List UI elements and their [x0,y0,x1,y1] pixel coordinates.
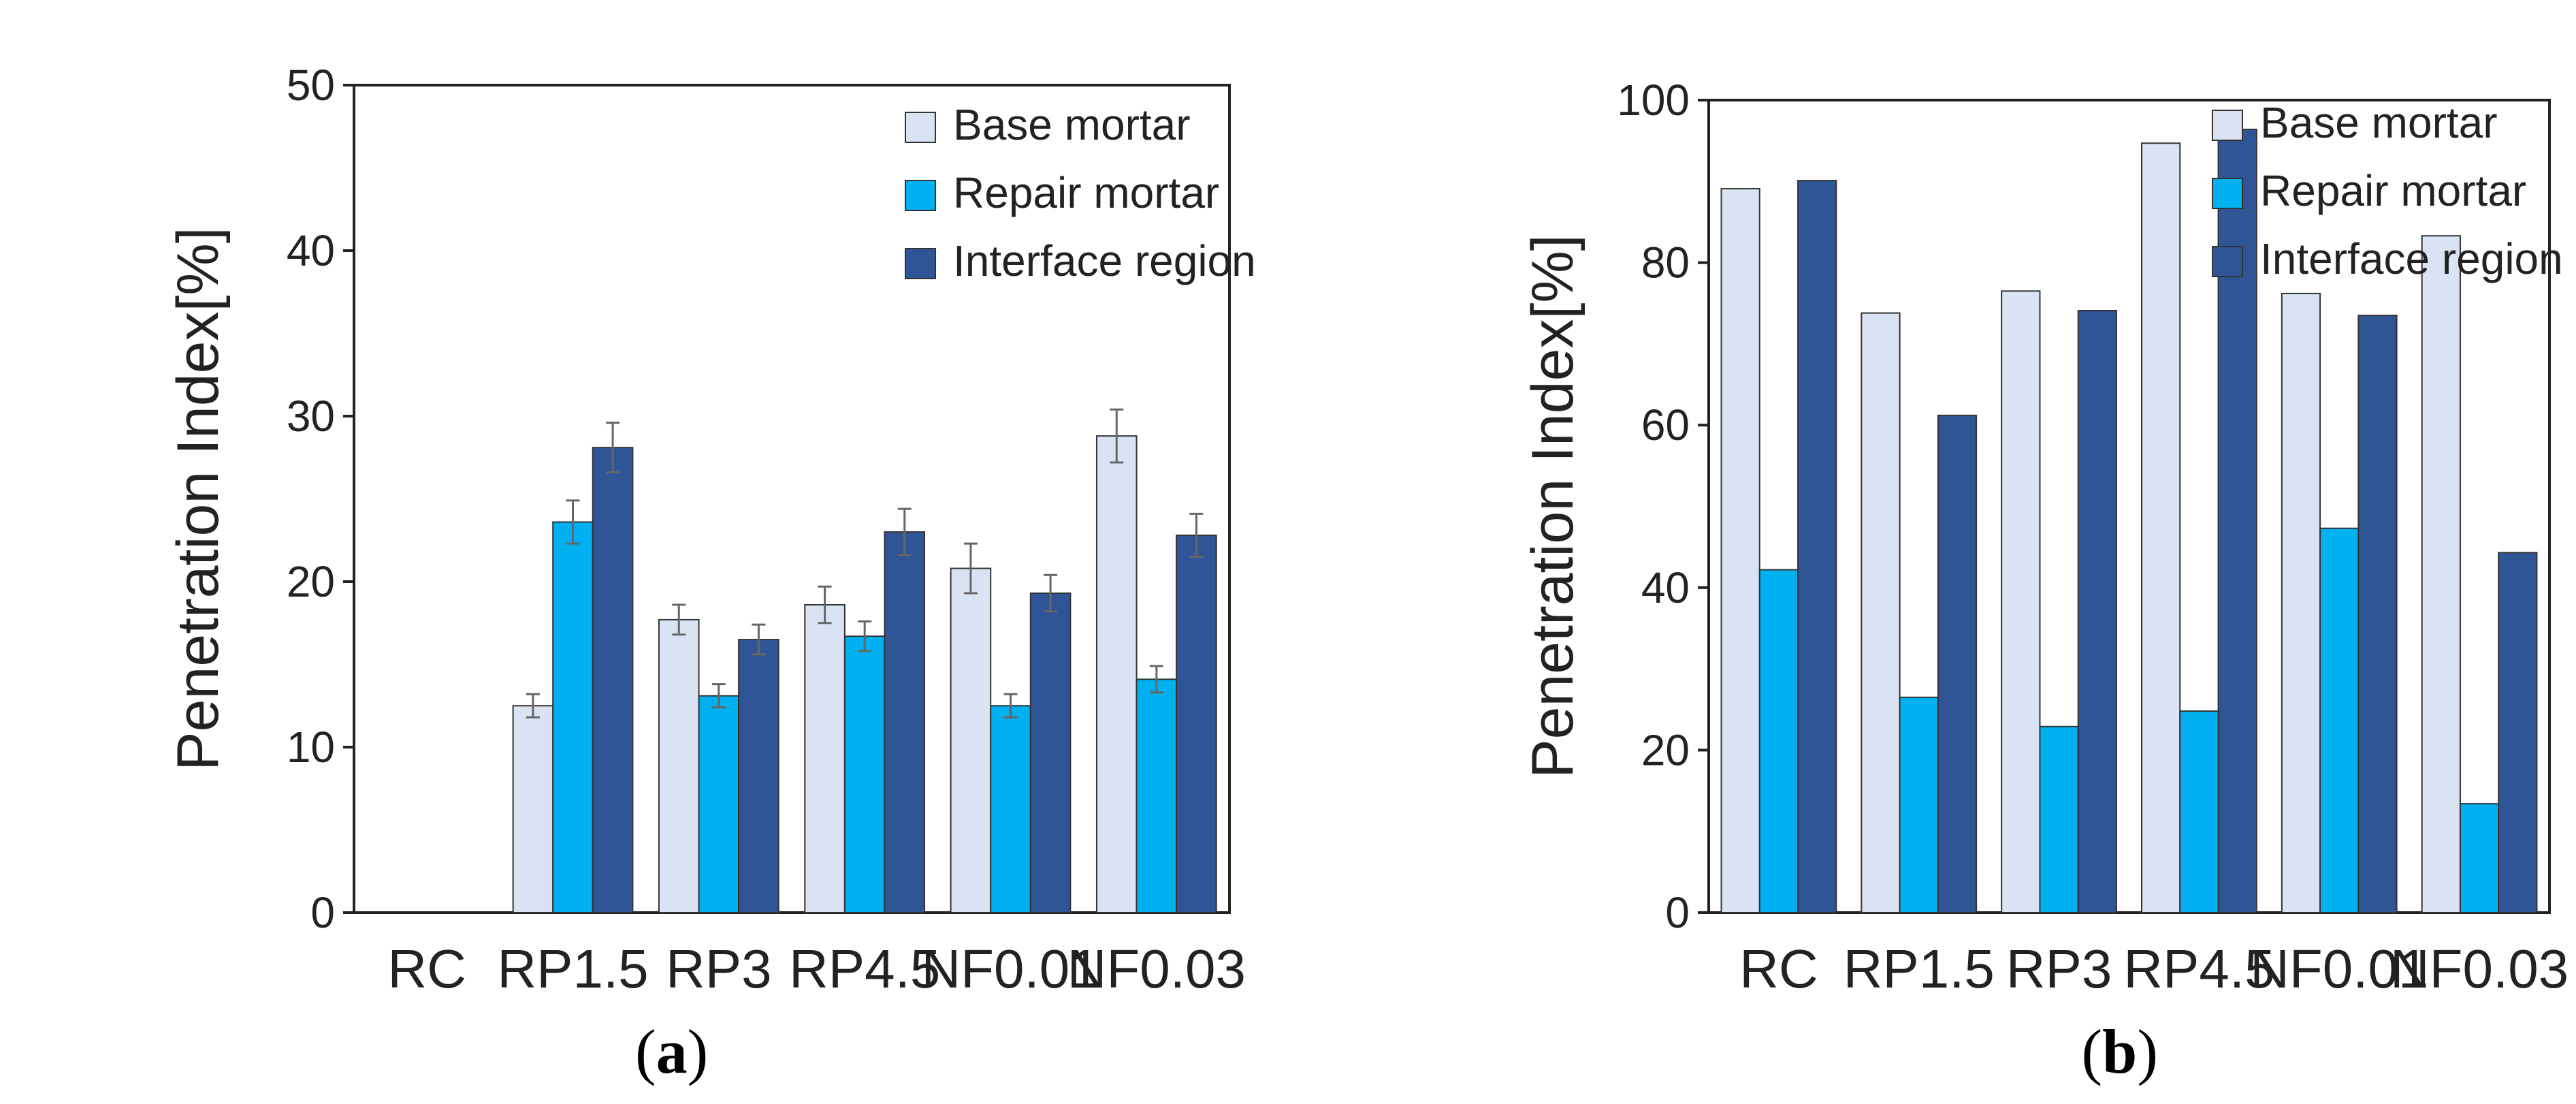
bar-interface-rp3 [738,639,779,913]
bar-interface-rc [1797,180,1837,913]
x-tick-label-rp3: RP3 [2006,939,2112,999]
bar-repair-rp4-5 [2179,710,2219,913]
bar-interface-rp4-5 [884,531,926,913]
y-tick-label: 0 [310,888,335,937]
y-tick-label: 40 [1641,563,1690,612]
bar-interface-nf0-01 [2357,315,2398,913]
x-tick-label-rp1-5: RP1.5 [1844,939,1995,999]
bar-base-rp1-5 [1861,312,1901,914]
plot-frame [1707,99,2551,914]
bar-repair-rp3 [2039,725,2079,913]
y-tick-label: 20 [1641,725,1690,774]
legend-label-interface: Interface region [2260,234,2563,283]
bar-base-nf0-01 [2281,292,2321,913]
x-tick-label-nf0-01: NF0.01 [921,939,1099,999]
bar-repair-nf0-01 [990,705,1031,913]
panel-label: (a) [635,1017,708,1086]
bar-interface-rp1-5 [592,447,634,913]
bar-base-rc [1720,188,1760,913]
x-tick-label-rp1-5: RP1.5 [497,939,648,999]
bar-interface-nf0-03 [2498,552,2538,913]
bar-base-rp3 [658,618,700,913]
x-tick-label-rp4-5: RP4.5 [2123,939,2274,999]
legend-label-interface: Interface region [953,236,1256,285]
y-tick-label: 0 [1665,888,1690,937]
bar-base-nf0-03 [2421,235,2461,913]
x-tick-label-rc: RC [1739,939,1818,999]
y-tick-label: 40 [287,226,335,275]
y-tick-label: 20 [287,557,335,606]
bar-base-rp1-5 [512,705,554,913]
legend-swatch-repair [905,180,936,211]
y-tick-label: 60 [1641,400,1690,450]
y-tick-label: 80 [1641,238,1690,287]
bar-base-rp3 [2001,290,2041,914]
x-tick-label-rp4-5: RP4.5 [789,939,940,999]
bar-repair-nf0-01 [2319,527,2360,913]
bar-interface-nf0-01 [1029,593,1072,913]
chart-panel-a: 0 10 20 30 40 50 Penetration Index[%] RC RP1.5 RP… [165,61,1256,1086]
bar-base-nf0-03 [1095,435,1138,913]
x-tick-label-nf0-03: NF0.03 [1067,939,1246,999]
y-axis-title: Penetration Index[%] [1520,234,1585,778]
legend-swatch-base [905,112,936,143]
panel-label: (b) [2082,1017,2158,1086]
bar-repair-rp3 [698,695,740,913]
bar-base-nf0-01 [950,567,992,913]
legend-swatch-interface [905,248,936,279]
bar-repair-nf0-03 [2459,803,2500,913]
bar-repair-rp1-5 [552,521,594,913]
y-tick-label: 50 [287,61,335,110]
bar-interface-rp1-5 [1937,414,1978,913]
x-tick-label-rc: RC [387,939,466,999]
x-tick-label-rp3: RP3 [666,939,772,999]
y-axis-title: Penetration Index[%] [165,227,231,770]
y-tick-label: 100 [1617,76,1690,125]
legend-label-repair: Repair mortar [953,168,1219,217]
bar-repair-rc [1758,569,1799,914]
bar-base-rp4-5 [804,604,846,914]
x-tick-label-nf0-01: NF0.01 [2250,939,2428,999]
y-tick-label: 10 [287,723,335,772]
y-tick-label: 30 [287,392,335,441]
plot-frame [353,84,1231,914]
bar-interface-rp3 [2077,309,2117,913]
bar-repair-rp4-5 [843,635,886,913]
legend-swatch-repair [2212,178,2243,209]
bar-repair-rp1-5 [1899,696,1939,913]
bar-repair-nf0-03 [1136,678,1178,913]
legend-label-base: Base mortar [953,100,1191,149]
legend-label-base: Base mortar [2260,98,2498,147]
legend-swatch-base [2212,110,2243,141]
legend-label-repair: Repair mortar [2260,166,2526,215]
bar-interface-nf0-03 [1176,534,1217,913]
x-tick-label-nf0-03: NF0.03 [2390,939,2569,999]
bar-base-rp4-5 [2141,142,2181,913]
legend-swatch-interface [2212,246,2243,277]
